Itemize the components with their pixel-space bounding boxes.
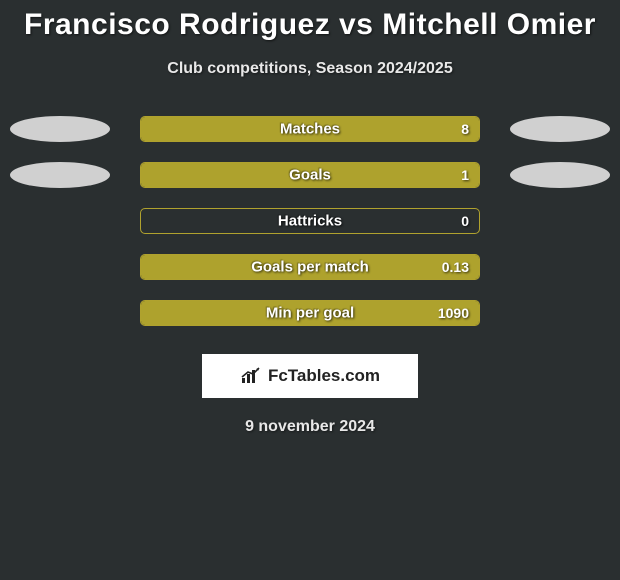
player-left-oval <box>10 116 110 142</box>
stat-value: 0.13 <box>442 259 469 275</box>
stat-label: Min per goal <box>266 305 354 322</box>
stat-value: 1090 <box>438 305 469 321</box>
date-text: 9 november 2024 <box>245 418 375 436</box>
bar-track: Goals 1 <box>140 162 480 188</box>
stat-value: 0 <box>461 213 469 229</box>
comparison-rows: Matches 8 Goals 1 Hattricks 0 <box>0 116 620 346</box>
comparison-card: Francisco Rodriguez vs Mitchell Omier Cl… <box>0 0 620 436</box>
logo-text: FcTables.com <box>268 366 380 386</box>
stat-label: Goals <box>289 167 331 184</box>
stat-row: Min per goal 1090 <box>0 300 620 326</box>
page-title: Francisco Rodriguez vs Mitchell Omier <box>24 8 596 42</box>
stat-row: Matches 8 <box>0 116 620 142</box>
bar-track: Hattricks 0 <box>140 208 480 234</box>
bar-track: Goals per match 0.13 <box>140 254 480 280</box>
stat-value: 8 <box>461 121 469 137</box>
bar-chart-icon <box>240 367 262 385</box>
site-logo[interactable]: FcTables.com <box>202 354 418 398</box>
player-left-oval <box>10 162 110 188</box>
stat-label: Hattricks <box>278 213 342 230</box>
player-right-oval <box>510 162 610 188</box>
stat-row: Goals per match 0.13 <box>0 254 620 280</box>
stat-label: Matches <box>280 121 340 138</box>
stat-label: Goals per match <box>251 259 369 276</box>
stat-value: 1 <box>461 167 469 183</box>
stat-row: Goals 1 <box>0 162 620 188</box>
player-right-oval <box>510 116 610 142</box>
bar-track: Min per goal 1090 <box>140 300 480 326</box>
bar-track: Matches 8 <box>140 116 480 142</box>
stat-row: Hattricks 0 <box>0 208 620 234</box>
subtitle: Club competitions, Season 2024/2025 <box>167 60 452 78</box>
